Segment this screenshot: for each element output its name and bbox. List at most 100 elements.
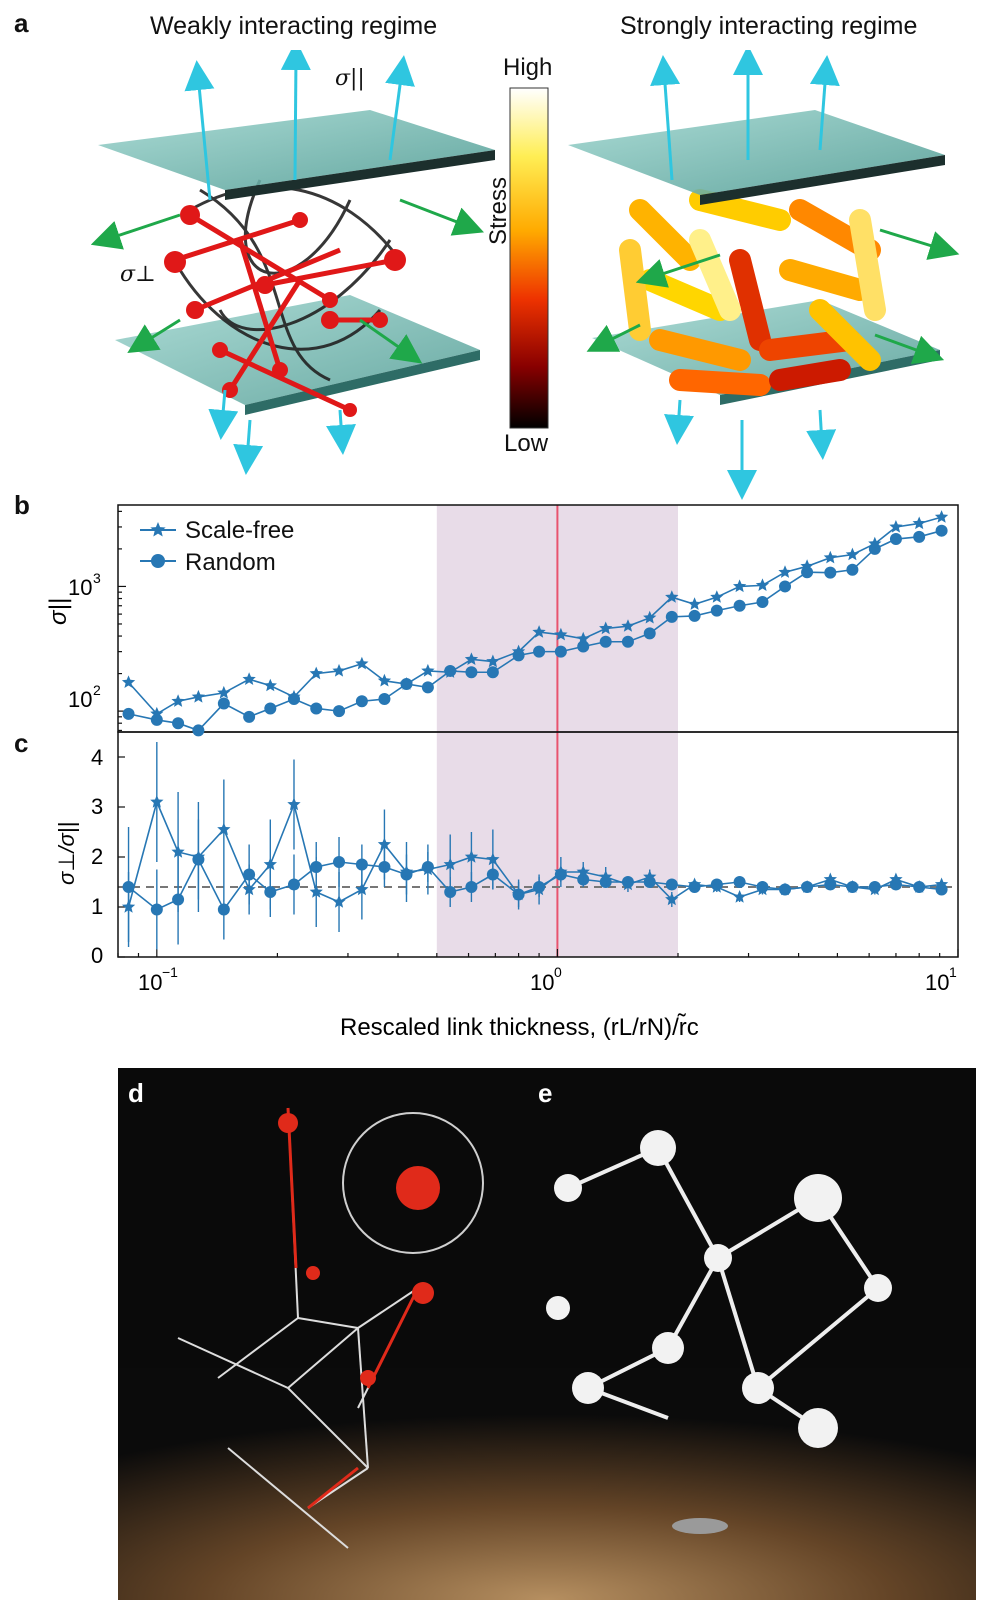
zoom-inset xyxy=(342,1112,484,1254)
ytick-c-1: 1 xyxy=(91,894,103,919)
b-random-point xyxy=(486,666,499,679)
b-random-point xyxy=(824,566,837,579)
b-random-point xyxy=(533,645,546,658)
b-random-point xyxy=(846,563,859,576)
ytick-1e3: 10 xyxy=(68,575,92,600)
c-scalefree-point xyxy=(121,900,136,913)
panel-e-letter: e xyxy=(538,1078,553,1108)
c-scalefree-point xyxy=(934,877,949,891)
b-random-point xyxy=(264,702,277,715)
c-scalefree-point xyxy=(443,857,457,871)
c-scalefree-point xyxy=(554,865,568,878)
b-random-point xyxy=(333,705,346,718)
b-scalefree-point xyxy=(242,672,256,685)
c-scalefree-point xyxy=(576,865,590,878)
c-scalefree-point xyxy=(823,872,837,886)
c-scalefree-point xyxy=(710,880,724,893)
c-scalefree-point xyxy=(912,880,926,893)
b-random-point xyxy=(913,530,926,543)
chart-xlabel: Rescaled link thickness, (rL/rN)/r̃c xyxy=(340,1014,699,1041)
c-scalefree-point xyxy=(800,880,814,893)
b-scalefree-point xyxy=(332,663,346,677)
c-scalefree-point xyxy=(399,865,414,878)
c-scalefree-point xyxy=(868,882,882,896)
b-scalefree-point xyxy=(576,631,590,645)
xtick-label-2: 10 xyxy=(925,970,949,995)
b-random-point xyxy=(243,710,256,723)
b-scalefree-point xyxy=(868,536,882,550)
b-scalefree-point xyxy=(599,621,613,635)
c-random-point xyxy=(150,903,163,916)
c-scalefree-point xyxy=(421,862,435,876)
b-scalefree-point xyxy=(643,610,657,624)
b-scalefree-point xyxy=(263,678,277,692)
b-scalefree-point xyxy=(309,666,323,680)
b-random-point xyxy=(688,609,701,622)
c-random-point xyxy=(287,878,300,891)
c-scalefree-point xyxy=(150,795,164,808)
b-scalefree-point xyxy=(845,547,860,561)
c-scalefree-point xyxy=(665,892,679,906)
ytick-c-2: 2 xyxy=(91,844,103,869)
c-scalefree-point xyxy=(486,852,500,866)
b-scalefree-point xyxy=(443,665,457,678)
c-scalefree-point xyxy=(242,882,256,896)
colorbar-title: Stress xyxy=(485,176,512,245)
b-scalefree-point xyxy=(464,652,479,665)
b-random-point xyxy=(421,681,434,694)
xtick-label-1: 10 xyxy=(530,970,554,995)
b-scalefree-point xyxy=(710,590,724,603)
legend-star-marker xyxy=(150,522,166,537)
c-scalefree-point xyxy=(309,885,323,898)
c-scalefree-point xyxy=(532,882,546,896)
b-random-point xyxy=(889,533,902,546)
b-scalefree-point xyxy=(889,520,903,533)
c-scalefree-point xyxy=(217,822,231,836)
b-random-point xyxy=(710,604,723,617)
strong-regime-illustration xyxy=(568,50,960,500)
c-random-point xyxy=(733,876,746,888)
ytick-c-3: 3 xyxy=(91,794,103,819)
b-scalefree-point xyxy=(755,578,770,591)
b-random-point xyxy=(643,627,656,640)
b-random-point xyxy=(756,596,769,609)
c-scalefree-point xyxy=(511,887,526,901)
b-random-point xyxy=(355,695,368,708)
c-scalefree-point xyxy=(377,837,392,851)
b-scalefree-point xyxy=(554,627,568,641)
b-scalefree-point xyxy=(912,516,926,530)
b-scalefree-point xyxy=(665,590,679,603)
c-scalefree-point xyxy=(599,870,613,883)
b-random-point xyxy=(378,693,391,706)
legend-scalefree-label: Scale-free xyxy=(185,517,294,544)
b-random-point xyxy=(779,580,792,593)
b-scalefree-point xyxy=(532,625,546,638)
b-random-point xyxy=(554,645,567,658)
b-random-point xyxy=(310,702,323,715)
b-scalefree-point xyxy=(800,559,814,572)
b-scalefree-point xyxy=(511,644,526,658)
b-scalefree-point xyxy=(355,656,369,670)
legend-circle-marker xyxy=(151,554,165,568)
panel-c-ylabel: σ⊥/σ|| xyxy=(54,822,79,885)
right-panel-title: Strongly interacting regime xyxy=(620,12,918,40)
b-random-point xyxy=(465,666,478,679)
b-scalefree-point xyxy=(823,550,837,564)
c-scalefree-point xyxy=(755,882,770,896)
b-scalefree-point xyxy=(399,677,414,690)
b-scalefree-point xyxy=(287,689,301,703)
b-scalefree-point xyxy=(217,685,231,699)
b-random-point xyxy=(733,599,746,612)
b-scalefree-point xyxy=(778,565,792,578)
left-panel-title: Weakly interacting regime xyxy=(150,12,438,40)
b-scalefree-point xyxy=(421,663,435,677)
c-scalefree-point xyxy=(355,882,369,896)
b-random-point xyxy=(122,707,135,720)
c-random-point xyxy=(333,856,346,868)
b-random-point xyxy=(665,610,678,623)
c-random-point xyxy=(217,903,230,916)
c-scalefree-point xyxy=(171,845,185,858)
xtick-label-1-exp: 0 xyxy=(554,964,562,980)
b-scalefree-point xyxy=(150,706,164,720)
b-scalefree-point xyxy=(486,654,500,668)
